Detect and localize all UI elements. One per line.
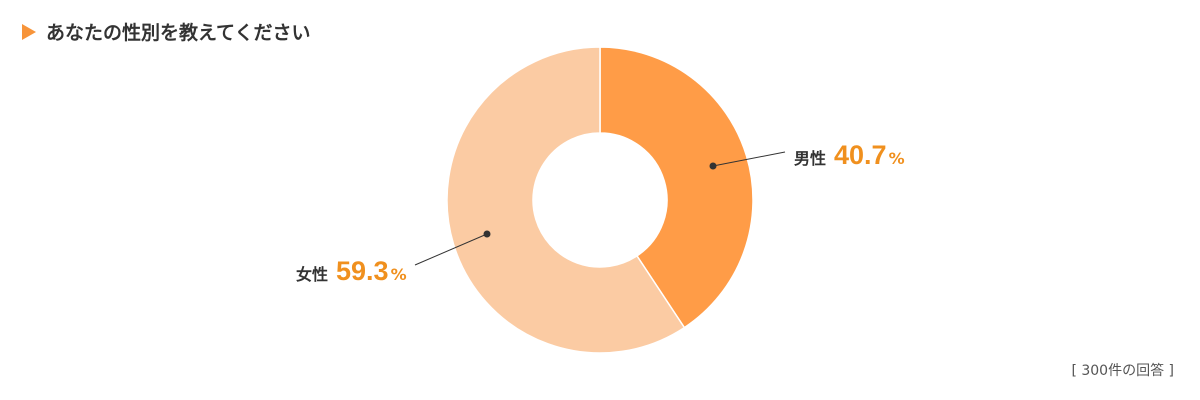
label-male-value: 40.7 (834, 140, 887, 170)
response-count: [ 300件の回答 ] (1071, 363, 1174, 379)
label-male-name: 男性 (794, 149, 827, 168)
leader-line-0 (712, 151, 786, 167)
label-male-unit: % (888, 149, 905, 168)
label-female-name: 女性 (296, 265, 329, 284)
title-text: あなたの性別を教えてください (46, 22, 311, 44)
slice-1 (446, 46, 686, 354)
leader-dot-0 (709, 162, 717, 170)
triangle-bullet-icon (22, 23, 36, 40)
label-female-unit: % (390, 265, 407, 284)
chart-title: あなたの性別を教えてください (22, 18, 310, 45)
label-male: 男性 40.7 % (794, 140, 905, 171)
label-female: 女性 59.3 % (296, 256, 407, 287)
leader-line-1 (414, 233, 488, 266)
leader-dot-1 (483, 230, 491, 238)
label-female-value: 59.3 (336, 256, 389, 286)
